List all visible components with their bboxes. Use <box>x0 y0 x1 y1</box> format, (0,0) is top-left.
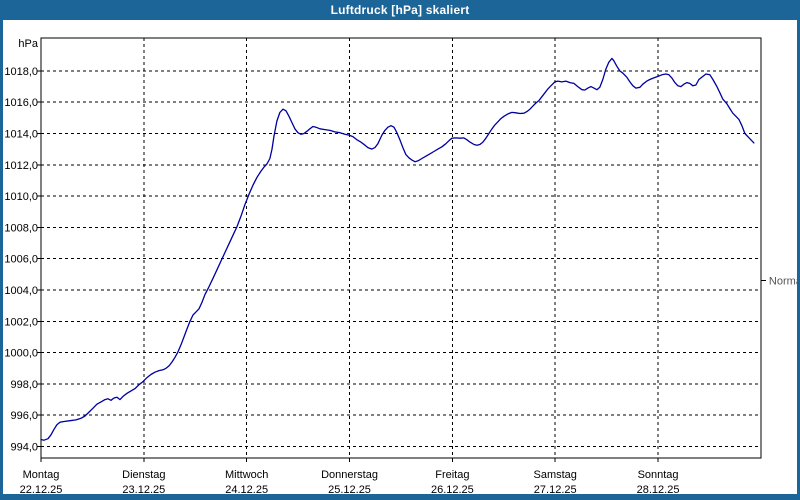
pressure-line <box>40 57 755 441</box>
y-tick-label: 1016,0 <box>4 97 38 109</box>
x-date-label: 25.12.25 <box>328 484 371 494</box>
y-tick-label: 1018,0 <box>4 66 38 78</box>
pressure-chart-svg: 994,0 996,0 998,0 1000,0 1002,0 1004,0 1006,0 1… <box>4 37 800 496</box>
y-tick-label: 1002,0 <box>4 316 38 328</box>
x-date-label: 26.12.25 <box>431 484 474 494</box>
x-date-label: 22.12.25 <box>20 484 63 494</box>
y-tick-label: 1008,0 <box>4 222 38 234</box>
axis-labels-group: 994,0 996,0 998,0 1000,0 1002,0 1004,0 1006,0 1… <box>4 38 800 496</box>
y-tick-label: 994,0 <box>10 442 38 454</box>
x-date-label: 27.12.25 <box>534 484 577 494</box>
y-tick-label: 1014,0 <box>4 129 38 141</box>
y-tick-label: 996,0 <box>10 410 38 422</box>
normal-label: Normal <box>769 276 797 288</box>
plot-frame-group <box>37 37 766 462</box>
x-day-label: Montag <box>23 469 60 481</box>
window-title-bar[interactable]: Luftdruck [hPa] skaliert <box>0 0 800 20</box>
series-group <box>40 57 755 441</box>
x-day-label: Donnerstag <box>321 469 378 481</box>
x-day-label: Dienstag <box>122 469 165 481</box>
x-day-label: Samstag <box>534 469 577 481</box>
y-axis-unit-label: hPa <box>18 38 38 50</box>
y-tick-label: 1012,0 <box>4 160 38 172</box>
y-tick-label: 998,0 <box>10 379 38 391</box>
x-day-label: Mittwoch <box>225 469 268 481</box>
chart-area: 994,0 996,0 998,0 1000,0 1002,0 1004,0 1006,0 1… <box>3 20 800 496</box>
x-date-label: 23.12.25 <box>122 484 165 494</box>
y-tick-label: 1006,0 <box>4 254 38 266</box>
y-tick-label: 1004,0 <box>4 285 38 297</box>
x-date-label: 28.12.25 <box>637 484 680 494</box>
plot-frame <box>40 37 762 459</box>
y-tick-label: 1000,0 <box>4 348 38 360</box>
x-date-label: 24.12.25 <box>225 484 268 494</box>
y-tick-label: 1010,0 <box>4 191 38 203</box>
window-title: Luftdruck [hPa] skaliert <box>330 3 470 17</box>
x-day-label: Freitag <box>435 469 469 481</box>
x-day-label: Sonntag <box>638 469 679 481</box>
gridlines-group <box>41 38 761 458</box>
